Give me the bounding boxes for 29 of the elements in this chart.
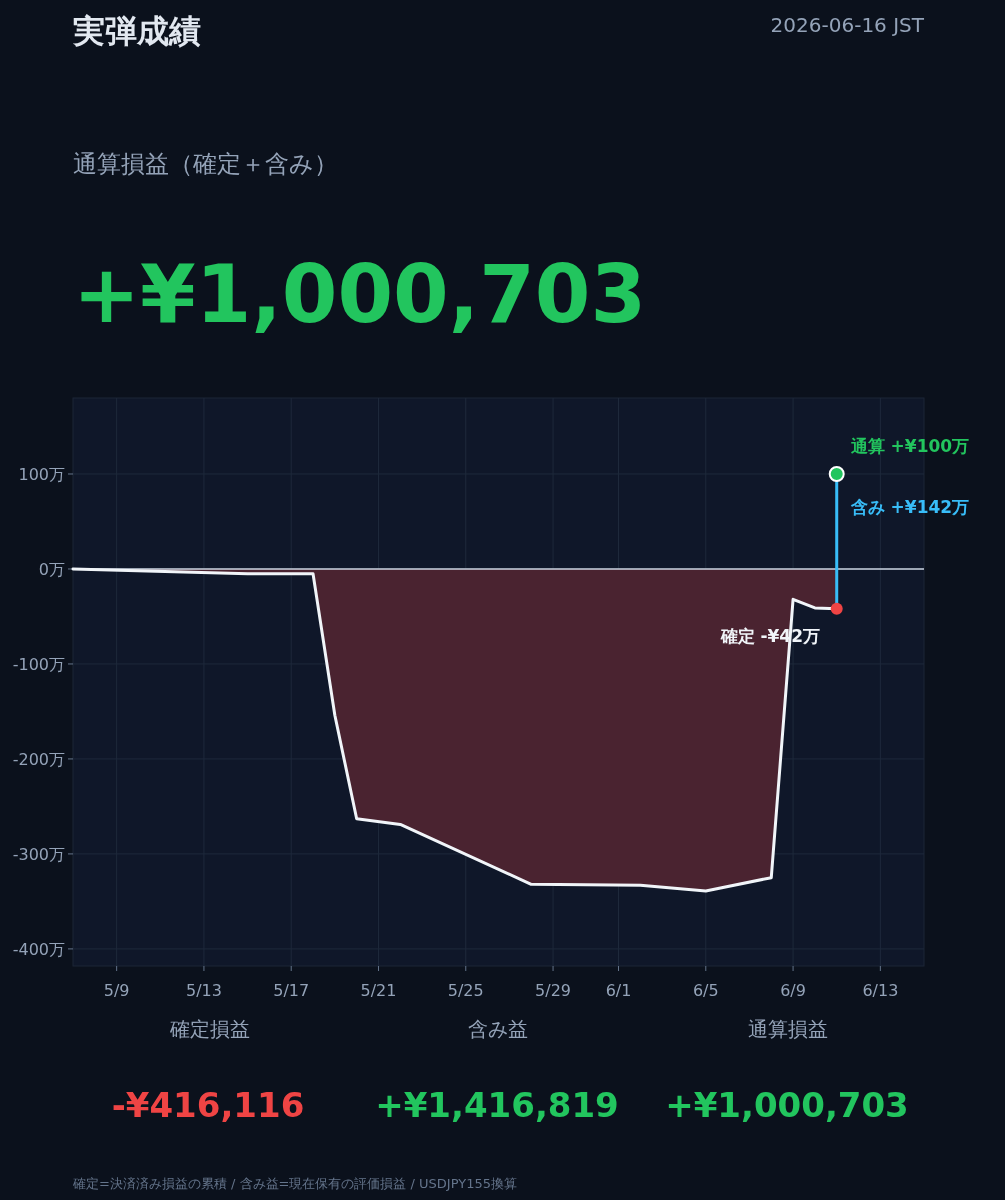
series-label: 含み +¥142万	[849, 497, 970, 518]
x-tick-label: 6/5	[692, 981, 719, 1000]
x-tick-label: 5/21	[360, 981, 397, 1000]
y-tick-label: -400万	[12, 939, 65, 959]
text: -¥416,116	[111, 1085, 305, 1125]
x-tick-label: 6/13	[862, 981, 899, 1000]
y-tick-label: -100万	[12, 654, 65, 674]
text: 確定=決済済み損益の累積 / 含み益=現在保有の評価損益 / USDJPY155換算	[72, 1176, 517, 1191]
text: +¥1,000,703	[73, 248, 647, 341]
x-tick-label: 6/1	[605, 981, 632, 1000]
x-tick-label: 6/9	[780, 981, 806, 1000]
text: 確定損益	[169, 1017, 250, 1041]
x-tick-label: 5/9	[103, 981, 130, 1000]
y-tick-label: 0万	[38, 559, 65, 579]
y-tick-label: -200万	[12, 749, 65, 769]
text: +¥1,416,819	[375, 1085, 619, 1125]
chart-subtitle: 2026-06-16 JST	[770, 13, 925, 37]
chart-title: 実弾成績	[72, 12, 201, 50]
text: 通算損益（確定＋含み）	[73, 150, 338, 178]
text: +¥1,000,703	[665, 1085, 909, 1125]
x-tick-label: 5/17	[273, 981, 310, 1000]
series-label: 通算 +¥100万	[849, 435, 970, 456]
text: 含み益	[468, 1017, 528, 1041]
x-tick-label: 5/13	[185, 981, 222, 1000]
y-tick-label: -300万	[12, 844, 65, 864]
x-tick-label: 5/29	[535, 981, 572, 1000]
text: 通算損益	[748, 1017, 828, 1041]
x-tick-label: 5/25	[447, 981, 484, 1000]
y-tick-label: 100万	[18, 464, 65, 484]
